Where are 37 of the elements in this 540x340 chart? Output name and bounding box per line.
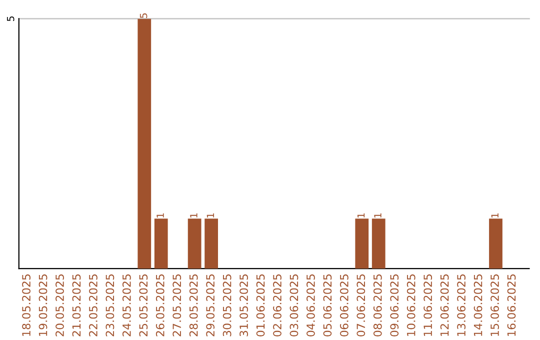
data-label: 1: [206, 213, 214, 218]
x-tick-label: 28.05.2025: [189, 274, 198, 336]
x-tick-label: 25.05.2025: [139, 274, 148, 336]
x-tick-label: 29.05.2025: [206, 274, 215, 336]
x-tick-label: 18.05.2025: [22, 274, 30, 336]
x-tick-label: 04.06.2025: [306, 274, 315, 336]
x-tick-label: 15.06.2025: [490, 274, 499, 336]
x-tick-label: 05.06.2025: [323, 274, 332, 336]
x-tick-label: 21.05.2025: [72, 274, 81, 336]
x-tick-label: 09.06.2025: [390, 274, 399, 336]
x-tick-label: 14.06.2025: [474, 274, 482, 336]
data-label: 1: [190, 213, 198, 218]
data-label: 5: [140, 13, 148, 18]
data-label: 1: [156, 213, 164, 218]
x-tick-label: 03.06.2025: [290, 274, 298, 336]
x-tick-label: 10.06.2025: [406, 274, 416, 336]
x-tick-label: 30.05.2025: [222, 274, 232, 336]
x-tick-label: 16.06.2025: [507, 274, 516, 336]
x-tick-label: 02.06.2025: [273, 274, 282, 336]
x-tick-label: 08.06.2025: [373, 274, 382, 336]
x-tick-label: 19.05.2025: [38, 274, 48, 336]
x-tick-label: 07.06.2025: [356, 274, 366, 336]
x-tick-label: 27.05.2025: [172, 274, 182, 336]
x-tick-label: 13.06.2025: [457, 274, 466, 336]
x-tick-label: 20.05.2025: [56, 274, 64, 336]
x-tick-label: 22.05.2025: [89, 274, 98, 336]
x-tick-label: 01.06.2025: [256, 274, 265, 336]
x-tick-label: 06.06.2025: [340, 274, 348, 336]
x-tick-label: 12.06.2025: [440, 274, 449, 336]
data-label: 1: [357, 213, 365, 218]
x-tick-label: 23.05.2025: [106, 274, 114, 336]
x-tick-label: 26.05.2025: [156, 274, 164, 336]
data-label: 1: [491, 213, 498, 218]
x-tick-label: 24.05.2025: [122, 274, 131, 336]
x-tick-label: 31.05.2025: [240, 274, 248, 336]
x-tick-label: 11.06.2025: [424, 274, 432, 336]
data-label: 1: [374, 213, 382, 218]
